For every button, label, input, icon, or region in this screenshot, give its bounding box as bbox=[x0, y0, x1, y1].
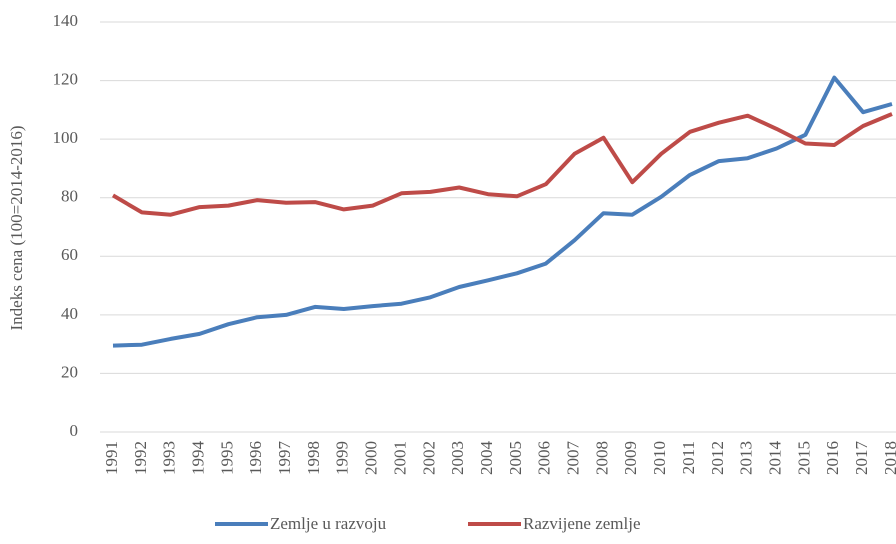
x-tick-label: 2003 bbox=[448, 441, 467, 475]
x-tick-label: 2015 bbox=[794, 441, 813, 475]
x-tick-label: 2014 bbox=[765, 441, 784, 476]
x-tick-label: 1996 bbox=[246, 441, 265, 475]
x-tick-label: 2005 bbox=[506, 441, 525, 475]
x-tick-label: 1993 bbox=[160, 441, 179, 475]
x-tick-label: 1992 bbox=[131, 441, 150, 475]
x-tick-label: 1994 bbox=[188, 441, 207, 476]
series-line bbox=[112, 75, 893, 348]
x-tick-label: 2012 bbox=[708, 441, 727, 475]
x-tick-label: 2017 bbox=[852, 441, 871, 476]
legend-label: Razvijene zemlje bbox=[523, 514, 641, 533]
x-tick-label: 2006 bbox=[535, 441, 554, 475]
x-tick-label: 2004 bbox=[477, 441, 496, 476]
x-tick-label: 2010 bbox=[650, 441, 669, 475]
y-tick-label: 60 bbox=[61, 245, 78, 264]
y-tick-label: 100 bbox=[53, 128, 79, 147]
y-tick-label: 140 bbox=[53, 11, 79, 30]
x-tick-label: 2007 bbox=[564, 441, 583, 476]
x-tick-label: 1995 bbox=[217, 441, 236, 475]
x-tick-label: 1998 bbox=[304, 441, 323, 475]
y-tick-label: 120 bbox=[53, 69, 79, 88]
x-tick-label: 2000 bbox=[362, 441, 381, 475]
x-tick-label: 2008 bbox=[592, 441, 611, 475]
x-tick-label: 1997 bbox=[275, 441, 294, 476]
y-axis-label: Indeks cena (100=2014-2016) bbox=[7, 125, 26, 330]
x-tick-label: 1999 bbox=[333, 441, 352, 475]
x-tick-label: 2001 bbox=[390, 441, 409, 475]
series-line bbox=[111, 112, 893, 217]
x-tick-label: 1991 bbox=[102, 441, 121, 475]
x-tick-label: 2009 bbox=[621, 441, 640, 475]
y-tick-label: 20 bbox=[61, 362, 78, 381]
x-tick-label: 2011 bbox=[679, 441, 698, 474]
y-tick-label: 80 bbox=[61, 187, 78, 206]
x-tick-label: 2002 bbox=[419, 441, 438, 475]
x-tick-label: 2016 bbox=[823, 441, 842, 475]
x-tick-label: 2018 bbox=[881, 441, 896, 475]
legend-label: Zemlje u razvoju bbox=[270, 514, 387, 533]
y-tick-label: 40 bbox=[61, 304, 78, 323]
x-tick-label: 2013 bbox=[737, 441, 756, 475]
y-tick-label: 0 bbox=[70, 421, 79, 440]
